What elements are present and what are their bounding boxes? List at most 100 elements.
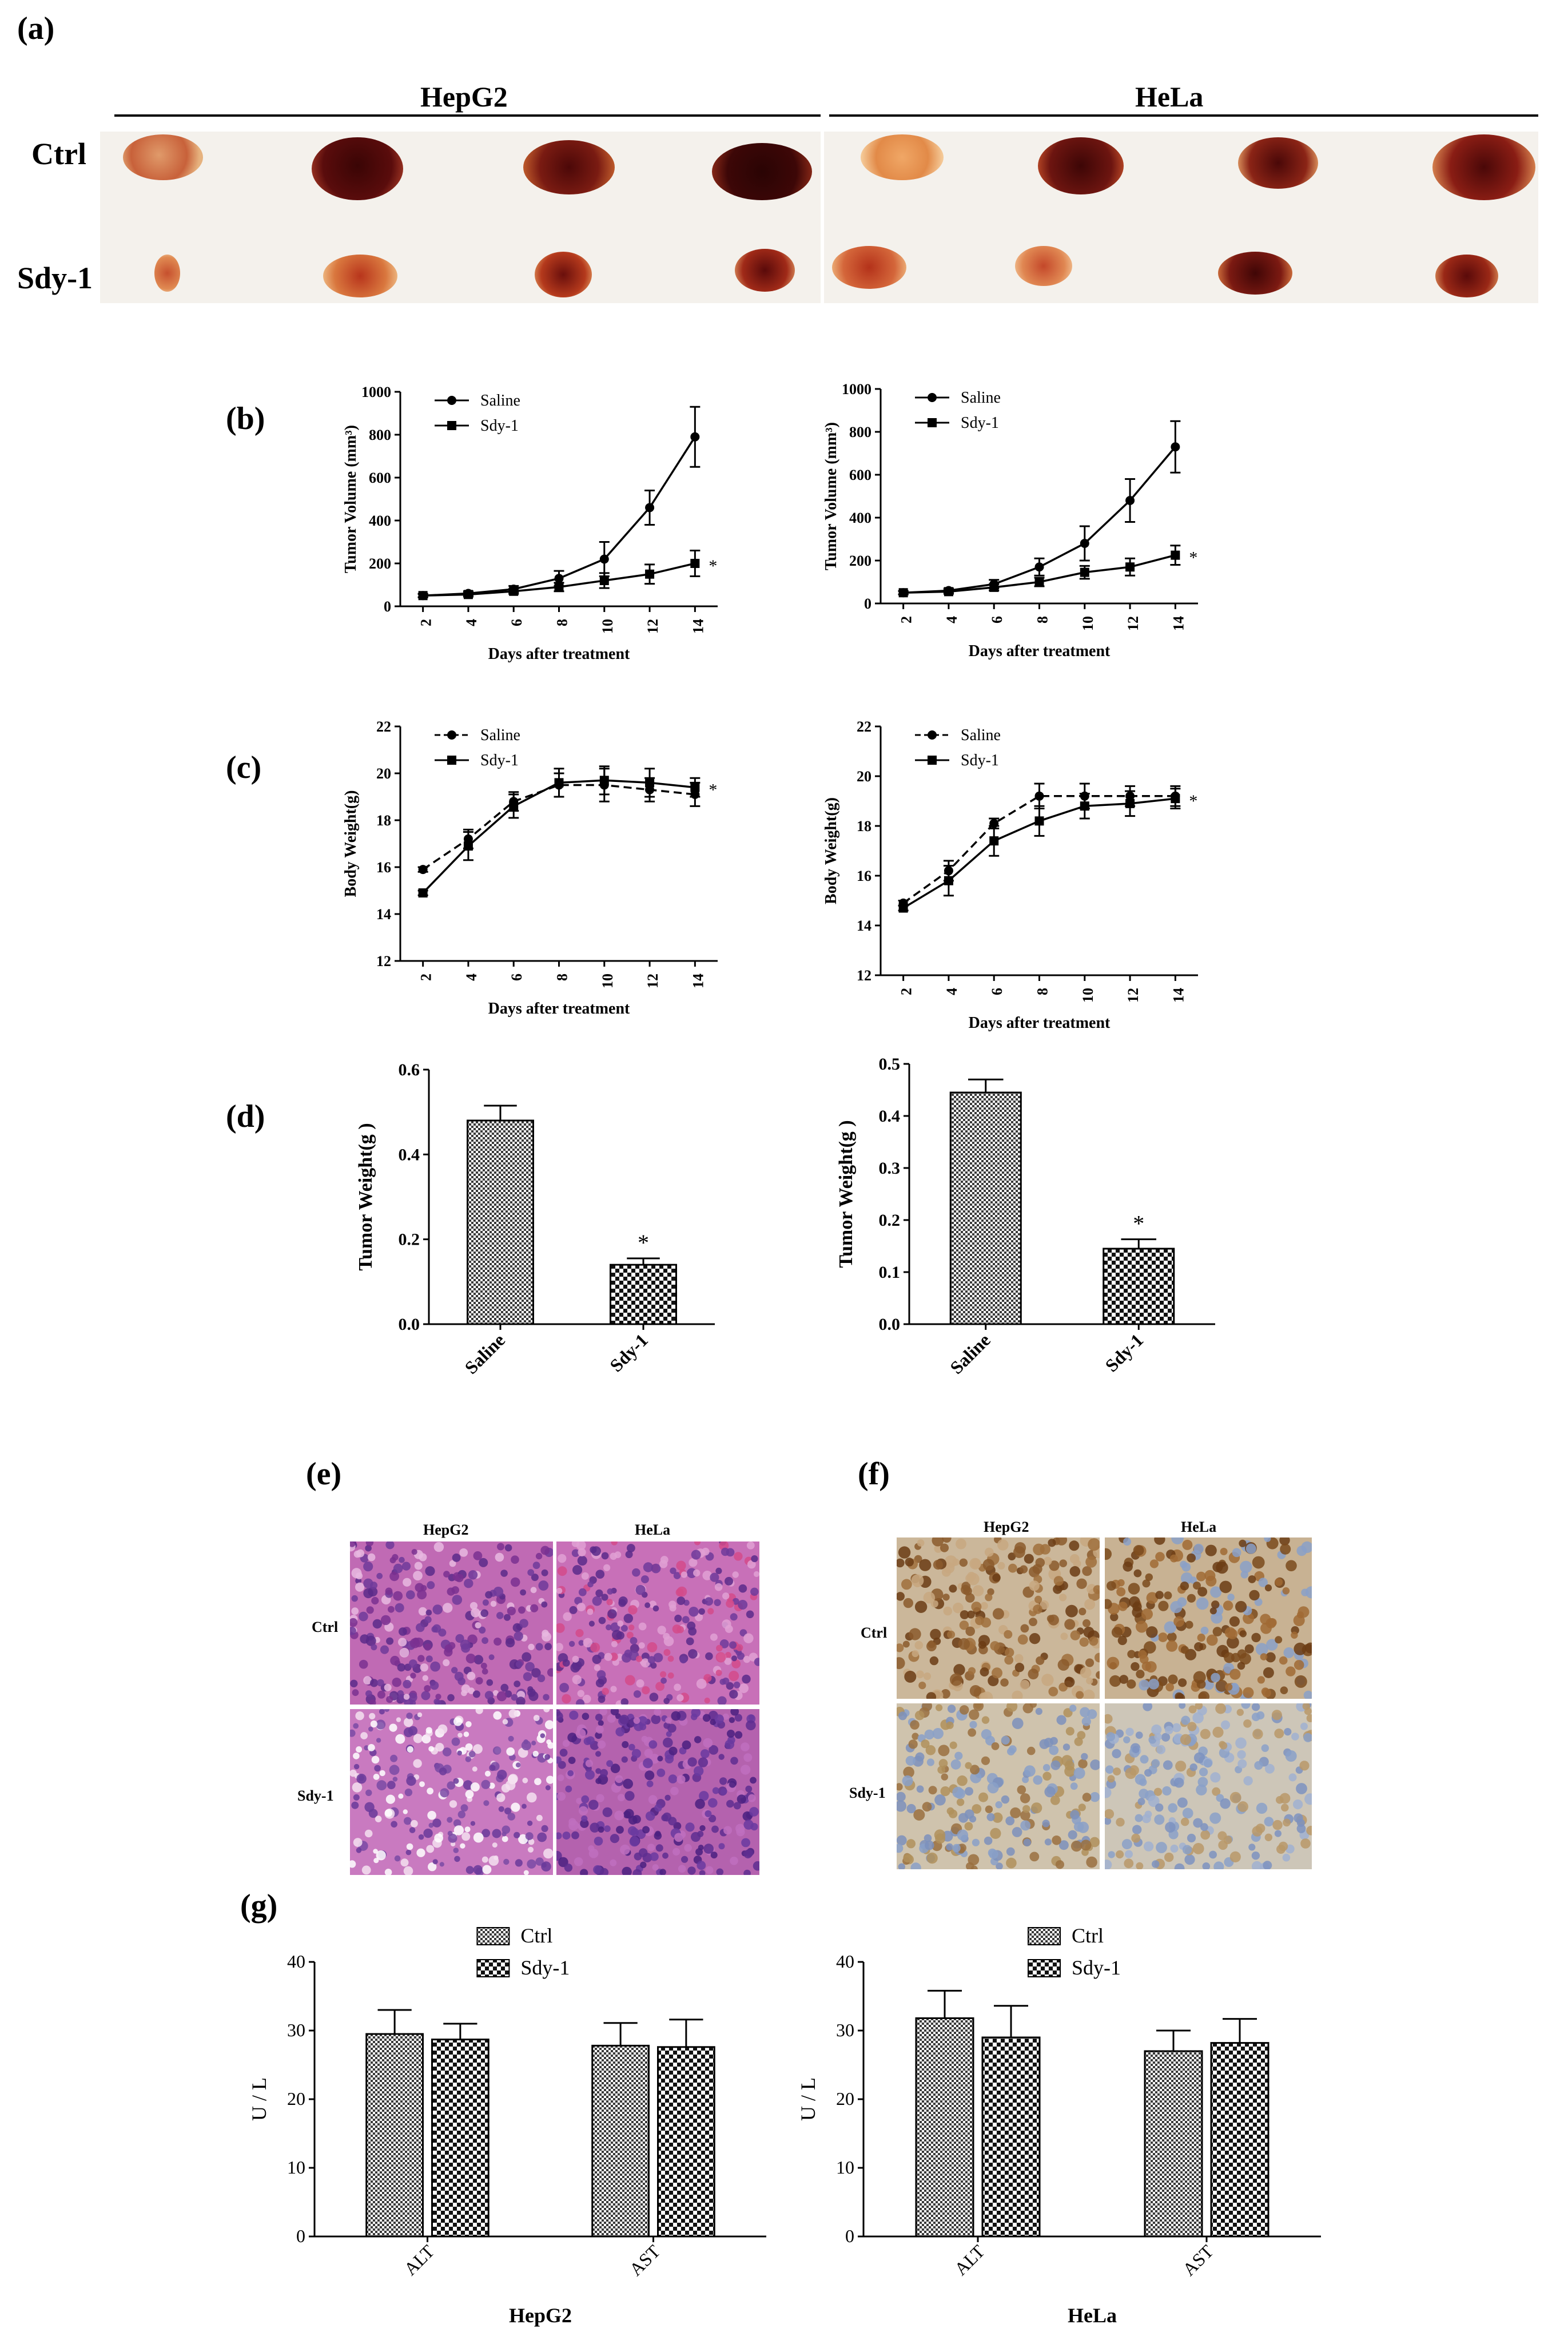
cell-nucleus [992,1608,1004,1620]
cell-nucleus [413,1571,423,1581]
f-col-hela: HeLa [1181,1519,1217,1535]
cell-nucleus [946,1807,954,1815]
cell-nucleus [1083,1619,1091,1627]
cell-nucleus [557,1566,567,1576]
cell-nucleus [1280,1686,1288,1694]
y-tick-label: 0.2 [399,1230,420,1249]
cell-nucleus [638,1642,645,1649]
cell-nucleus [373,1849,378,1854]
cell-nucleus [754,1658,759,1666]
cell-nucleus [543,1694,550,1701]
cell-nucleus [536,1814,543,1821]
cell-nucleus [540,1733,546,1738]
cell-nucleus [432,1859,438,1865]
group-label-hepg2: HepG2 [420,81,508,113]
row-label-sdy1: Sdy-1 [17,261,93,295]
cell-nucleus [544,1754,551,1760]
cell-nucleus [588,1799,599,1810]
cell-nucleus [620,1698,629,1705]
cell-nucleus [1116,1587,1126,1596]
cell-nucleus [376,1850,386,1861]
cell-nucleus [747,1560,756,1569]
cell-nucleus [1163,1760,1173,1770]
cell-nucleus [535,1857,544,1866]
cell-nucleus [556,1623,565,1633]
cell-nucleus [1050,1795,1060,1805]
cell-nucleus [1014,1654,1024,1663]
cell-nucleus [594,1837,603,1846]
cell-nucleus [653,1652,663,1663]
cell-nucleus [502,1825,511,1834]
cell-nucleus [737,1794,746,1804]
cell-nucleus [419,1553,427,1562]
cell-nucleus [578,1806,588,1815]
cell-nucleus [624,1791,635,1801]
cell-nucleus [350,1627,356,1635]
cell-nucleus [1125,1767,1137,1779]
cell-nucleus [949,1741,957,1749]
cell-nucleus [574,1857,583,1866]
cell-nucleus [424,1616,432,1623]
cell-nucleus [1029,1633,1041,1644]
cell-nucleus [496,1793,506,1802]
cell-nucleus [968,1667,976,1675]
cell-nucleus [610,1652,618,1661]
x-axis-label: HepG2 [509,2304,572,2327]
cell-nucleus [660,1671,667,1678]
x-tick-label: 14 [690,974,706,988]
cell-nucleus [1181,1562,1191,1572]
cell-nucleus [682,1616,690,1623]
cell-nucleus [406,1843,413,1850]
cell-nucleus [387,1781,396,1790]
cell-nucleus [1182,1845,1192,1854]
cell-nucleus [1212,1627,1223,1636]
cell-nucleus [738,1584,747,1593]
data-point [1034,577,1044,587]
cell-nucleus [453,1825,464,1836]
cell-nucleus [1294,1675,1307,1688]
x-tick-label: 14 [1170,988,1187,1003]
cell-nucleus [405,1590,415,1600]
cell-nucleus [1135,1731,1143,1739]
cell-nucleus [1281,1803,1289,1812]
cell-nucleus [562,1694,571,1704]
cell-nucleus [1056,1715,1066,1725]
cell-nucleus [1196,1784,1207,1795]
cell-nucleus [1144,1769,1152,1777]
cell-nucleus [427,1581,435,1590]
cell-nucleus [659,1560,668,1568]
cell-nucleus [512,1623,522,1632]
cell-nucleus [1213,1861,1224,1869]
cell-nucleus [710,1852,718,1859]
cell-nucleus [1272,1819,1283,1830]
cell-nucleus [398,1694,404,1700]
cell-nucleus [1022,1703,1033,1714]
bar-alt-sdy-1 [431,2039,489,2238]
cell-nucleus [681,1856,689,1863]
he-image-sdy1-hepg2 [350,1709,553,1875]
cell-nucleus [1168,1674,1178,1684]
significance-asterisk: * [1189,792,1197,811]
cell-nucleus [684,1844,692,1852]
cell-nucleus [541,1862,547,1868]
cell-nucleus [708,1798,718,1808]
cell-nucleus [350,1729,356,1737]
cell-nucleus [1221,1720,1230,1730]
data-point [418,591,428,601]
cell-nucleus [1056,1537,1068,1546]
cell-nucleus [435,1699,441,1705]
x-tick-label: 8 [1034,616,1050,623]
cell-nucleus [1254,1761,1263,1770]
data-point [1034,816,1044,826]
cell-nucleus [423,1828,433,1838]
cell-nucleus [467,1634,477,1645]
cell-nucleus [1029,1618,1037,1626]
cell-texture [1105,1537,1312,1699]
cell-nucleus [926,1641,937,1651]
cell-nucleus [1031,1802,1042,1814]
cell-nucleus [922,1703,933,1711]
cell-nucleus [628,1624,635,1631]
cell-nucleus [1081,1753,1088,1761]
cell-nucleus [703,1738,713,1748]
cell-nucleus [1022,1776,1029,1783]
